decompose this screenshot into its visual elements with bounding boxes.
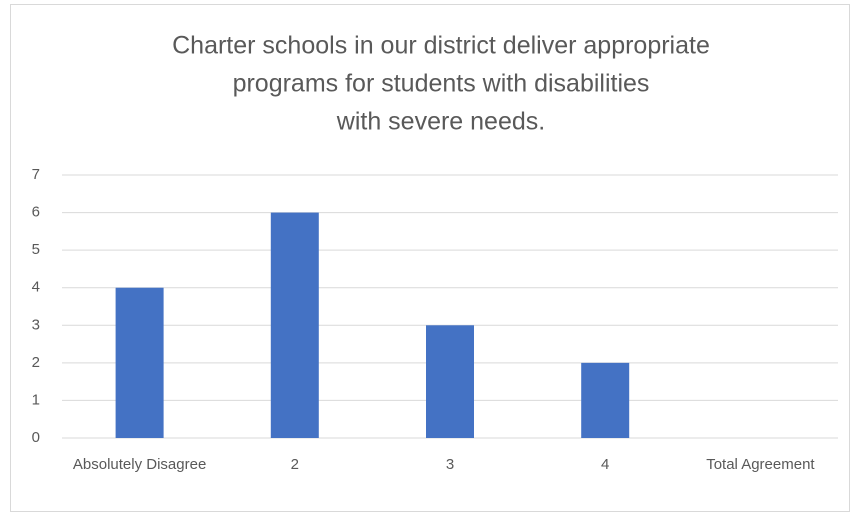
x-tick-label: Absolutely Disagree: [72, 456, 207, 473]
y-tick-label: 3: [32, 316, 40, 333]
chart-frame: [10, 4, 850, 512]
bar: [115, 287, 164, 438]
x-tick-label: 3: [445, 456, 455, 473]
y-tick-label: 7: [32, 166, 40, 183]
x-tick-label: 4: [601, 456, 610, 473]
y-tick-label: 1: [32, 391, 40, 408]
y-tick-label: 4: [32, 279, 40, 296]
chart-title: programs for students with disabilities: [233, 70, 650, 98]
x-tick-label: Total Agreement: [706, 456, 815, 473]
y-tick-label: 5: [32, 241, 40, 258]
y-tick-label: 2: [32, 354, 40, 371]
bar: [581, 362, 630, 438]
y-tick-label: 6: [32, 204, 40, 221]
y-tick-label: 0: [32, 429, 40, 446]
x-tick-label: 2: [290, 456, 299, 473]
chart-title: Charter schools in our district deliver …: [172, 32, 710, 60]
chart-title: with severe needs.: [336, 108, 545, 136]
bar: [426, 325, 474, 438]
bar: [270, 212, 319, 438]
